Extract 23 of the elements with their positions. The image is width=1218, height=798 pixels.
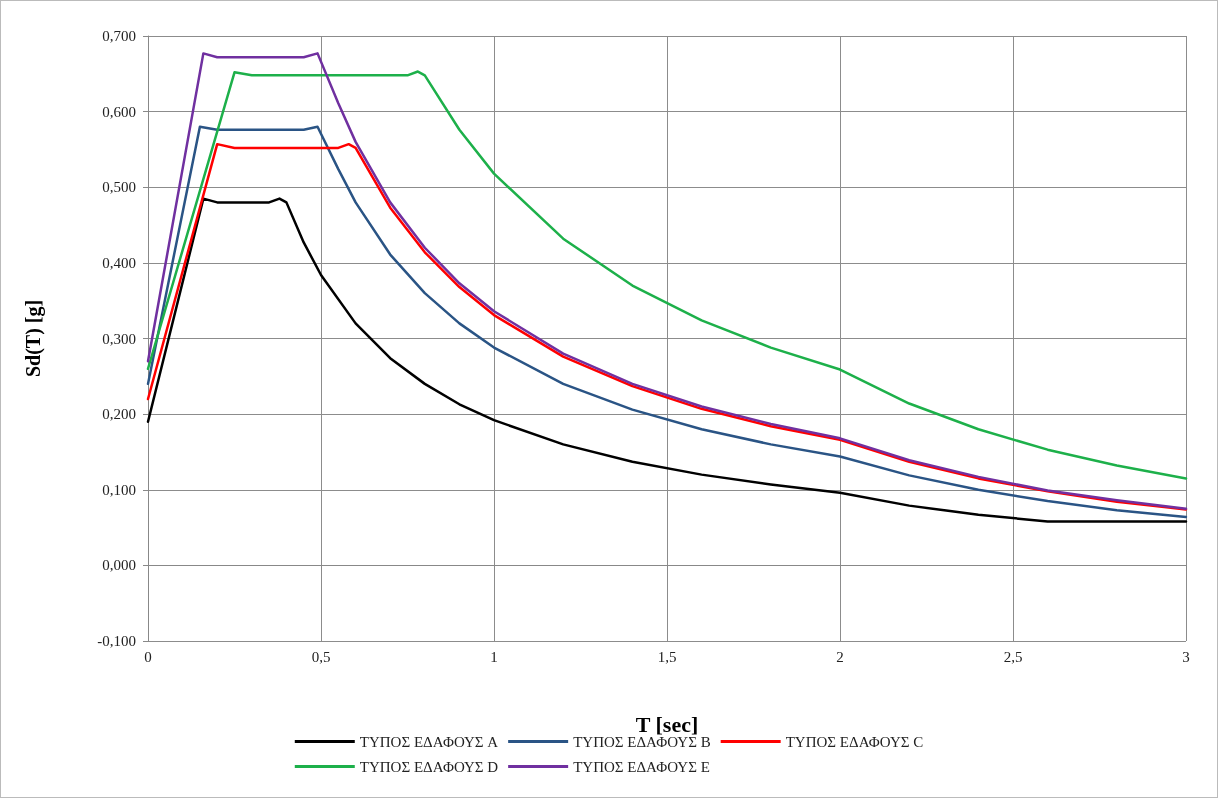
y-tick-label: 0,500: [102, 179, 136, 196]
y-axis-title: Sd(T) [g]: [22, 299, 45, 378]
x-tick-label: 0: [144, 648, 152, 665]
legend-label: ΤΥΠΟΣ ΕΔΑΦΟΥΣ D: [359, 758, 499, 775]
y-tick-label: 0,300: [102, 330, 136, 347]
y-tick-label: -0,100: [97, 633, 136, 649]
y-tick-label: 0,700: [102, 28, 136, 44]
line-series: [146, 197, 1188, 523]
x-tick-label: 3: [1182, 648, 1190, 665]
x-axis-title: T [sec]: [635, 711, 699, 737]
x-tick-label: 1: [490, 648, 498, 665]
y-tick-label: 0,000: [102, 557, 136, 574]
x-tick-label: 0,5: [311, 648, 331, 665]
x-tick-label: 2: [836, 648, 844, 665]
y-tick-label: 0,100: [102, 481, 136, 498]
x-tick-label: 1,5: [657, 648, 677, 665]
y-tick-label: 0,200: [102, 406, 136, 423]
y-tick-label: 0,400: [102, 254, 136, 271]
legend-label: ΤΥΠΟΣ ΕΔΑΦΟΥΣ A: [359, 733, 499, 750]
x-tick-label: 2,5: [1003, 648, 1023, 665]
y-tick-label: 0,600: [102, 103, 136, 120]
legend-label: ΤΥΠΟΣ ΕΔΑΦΟΥΣ E: [573, 758, 710, 775]
legend-label: ΤΥΠΟΣ ΕΔΑΦΟΥΣ C: [785, 733, 924, 750]
